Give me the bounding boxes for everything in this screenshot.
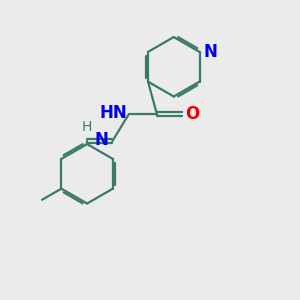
Text: N: N: [95, 130, 109, 148]
Text: HN: HN: [100, 104, 127, 122]
Text: O: O: [185, 105, 200, 123]
Text: H: H: [82, 120, 92, 134]
Text: N: N: [203, 43, 217, 61]
